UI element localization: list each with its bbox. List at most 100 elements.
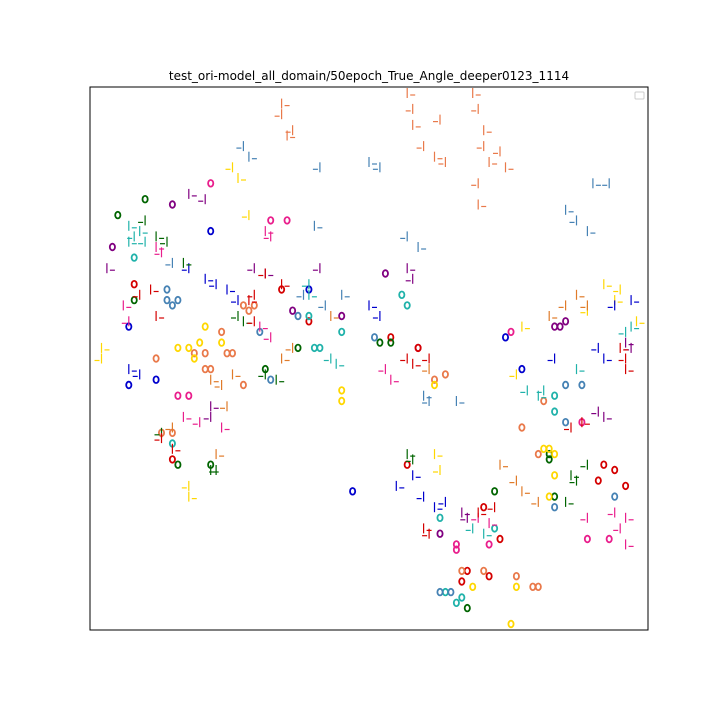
scatter-point-tick (400, 353, 408, 364)
scatter-point-circle (605, 534, 613, 544)
scatter-point-circle (545, 492, 553, 501)
scatter-point-tick (477, 507, 487, 518)
scatter-point-circle (436, 587, 444, 597)
scatter-point-tick (154, 247, 163, 258)
scatter-point-tick (335, 358, 345, 369)
scatter-point-tick (412, 470, 421, 481)
scatter-point-circle (430, 380, 438, 390)
scatter-point-circle (518, 364, 526, 374)
scatter-point-tick (618, 326, 627, 337)
scatter-point-tick (263, 231, 272, 242)
scatter-point-tick (372, 162, 381, 173)
scatter-point-circle (491, 487, 499, 496)
scatter-point-tick (607, 300, 616, 311)
scatter-point-tick (165, 422, 173, 433)
scatter-point-circle (168, 301, 176, 310)
scatter-point-tick (203, 411, 212, 422)
scatter-point-tick (591, 406, 599, 417)
scatter-point-circle (551, 503, 559, 512)
scatter-point-tick (487, 502, 496, 513)
scatter-point-circle (551, 471, 559, 480)
scatter-point-tick (395, 480, 405, 491)
scatter-point-tick (580, 300, 589, 311)
scatter-marks (94, 88, 645, 629)
scatter-point-circle (562, 317, 570, 326)
scatter-point-circle (594, 476, 602, 485)
scatter-point-tick (313, 220, 323, 231)
scatter-point-tick (422, 364, 430, 375)
scatter-point-circle (201, 322, 209, 331)
scatter-point-tick (160, 236, 168, 247)
scatter-point-tick (247, 316, 255, 327)
scatter-point-tick (220, 401, 228, 412)
scatter-point-tick (237, 173, 246, 183)
scatter-point-tick (231, 311, 239, 321)
scatter-point-tick (438, 157, 446, 167)
scatter-point-circle (174, 343, 182, 353)
scatter-point-tick (231, 369, 241, 380)
scatter-point-tick (477, 199, 487, 210)
scatter-point-tick (221, 422, 230, 433)
scatter-point-tick (433, 114, 441, 125)
scatter-point-tick (198, 194, 206, 205)
scatter-point-tick (390, 374, 399, 385)
scatter-point-tick (138, 236, 146, 247)
scatter-point-tick (433, 502, 443, 513)
legend-box (634, 91, 645, 100)
scatter-point-tick (236, 141, 244, 152)
scatter-point-circle (294, 343, 302, 353)
scatter-point-tick (586, 226, 596, 237)
scatter-point-tick (618, 353, 627, 364)
scatter-point-tick (248, 151, 257, 162)
scatter-point-tick (182, 257, 192, 268)
scatter-point-tick (138, 215, 146, 226)
scatter-point-circle (338, 311, 346, 321)
scatter-point-tick (248, 295, 257, 306)
scatter-point-circle (267, 375, 275, 384)
scatter-point-tick (504, 162, 514, 173)
scatter-point-tick (613, 284, 621, 295)
scatter-point-tick (619, 342, 629, 353)
scatter-point-tick (372, 311, 381, 321)
scatter-point-circle (430, 375, 438, 384)
scatter-point-circle (447, 587, 455, 597)
scatter-point-tick (318, 300, 326, 311)
scatter-point-tick (564, 496, 574, 507)
scatter-point-tick (209, 279, 217, 290)
scatter-point-tick (580, 512, 589, 523)
scatter-point-circle (469, 582, 477, 591)
scatter-point-tick (247, 289, 255, 300)
scatter-point-circle (534, 449, 542, 459)
scatter-point-tick (460, 512, 468, 523)
scatter-point-tick (417, 242, 427, 252)
scatter-point-circle (496, 534, 504, 544)
scatter-point-tick (285, 342, 294, 353)
scatter-point-tick (274, 109, 283, 120)
scatter-point-circle (436, 513, 444, 522)
scatter-point-tick (106, 263, 115, 274)
scatter-point-tick (499, 459, 508, 470)
scatter-point-circle (485, 572, 493, 581)
scatter-point-tick (493, 146, 501, 157)
scatter-point-tick (613, 523, 621, 534)
scatter-point-tick (483, 125, 492, 136)
scatter-point-tick (509, 475, 518, 486)
scatter-point-tick (558, 300, 567, 311)
scatter-point-tick (521, 486, 530, 497)
scatter-point-circle (545, 455, 553, 464)
scatter-point-tick (564, 422, 572, 433)
scatter-point-tick (247, 263, 255, 274)
scatter-point-circle (398, 290, 406, 299)
scatter-point-circle (114, 210, 122, 220)
scatter-point-circle (125, 380, 133, 390)
scatter-point-circle (152, 354, 160, 363)
scatter-point-tick (520, 385, 528, 396)
scatter-point-tick (483, 528, 492, 539)
scatter-point-circle (130, 280, 138, 289)
scatter-point-tick (406, 88, 416, 98)
scatter-point-tick (308, 289, 317, 300)
scatter-point-circle (338, 386, 346, 395)
scatter-point-tick (607, 507, 616, 518)
scatter-point-circle (185, 391, 193, 400)
